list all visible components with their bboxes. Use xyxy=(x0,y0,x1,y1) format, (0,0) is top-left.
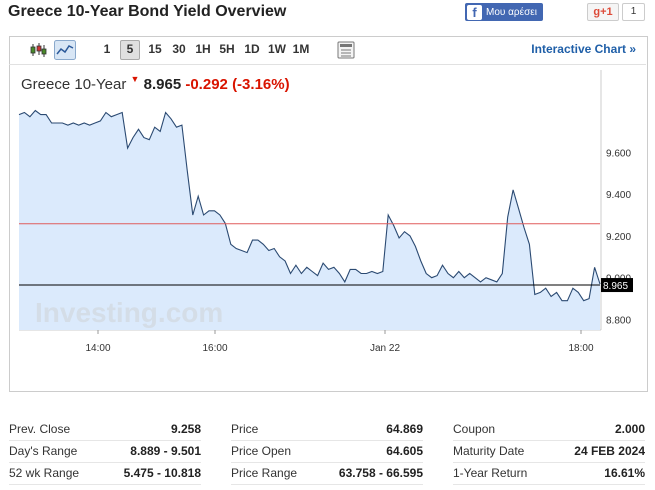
timeframe-1[interactable]: 1 xyxy=(103,42,111,56)
stat-row: Day's Range 8.889 - 9.501 xyxy=(9,440,201,463)
last-price-badge xyxy=(601,278,633,293)
last-price-badge-label: 8.965 xyxy=(603,281,628,292)
stat-value: 5.475 - 10.818 xyxy=(123,466,201,480)
stat-value: 24 FEB 2024 xyxy=(574,444,645,458)
stat-row: Price 64.869 xyxy=(231,418,423,441)
y-tick-label: 9.400 xyxy=(606,190,631,201)
stat-label: Price xyxy=(231,422,259,436)
stat-value: 8.889 - 9.501 xyxy=(130,444,201,458)
stat-row: Coupon 2.000 xyxy=(453,418,645,441)
y-tick-label: 9.600 xyxy=(606,148,631,159)
stat-label: Price Open xyxy=(231,444,292,458)
price-change: -0.292 xyxy=(185,76,228,93)
stat-value: 64.605 xyxy=(386,444,423,458)
facebook-icon: f xyxy=(467,4,482,20)
stat-row: Prev. Close 9.258 xyxy=(9,418,201,441)
timeframe-1w[interactable]: 1W xyxy=(268,42,286,56)
stat-row: Price Range 63.758 - 66.595 xyxy=(231,462,423,485)
facebook-like-button[interactable]: f Μου αρέσει xyxy=(465,3,543,21)
stat-label: Price Range xyxy=(231,466,298,480)
stat-label: Coupon xyxy=(453,422,496,436)
facebook-like-label: Μου αρέσει xyxy=(486,6,537,18)
stat-value: 63.758 - 66.595 xyxy=(338,466,423,480)
quote-summary: Greece 10-Year ▼ 8.965 -0.292 (-3.16%) xyxy=(21,74,290,93)
timeframe-30[interactable]: 30 xyxy=(172,42,186,56)
chart-toolbar: Interactive Chart » 1 5 15 30 1H 5H 1D 1W 1M xyxy=(9,36,646,65)
timeframe-15[interactable]: 15 xyxy=(148,42,162,56)
y-tick-label: 8.800 xyxy=(606,316,631,327)
y-tick-label: 9.200 xyxy=(606,232,631,243)
x-tick-label: 14:00 xyxy=(85,343,110,354)
stat-row: 1-Year Return 16.61% xyxy=(453,462,645,485)
timeframe-1m[interactable]: 1M xyxy=(292,42,310,56)
down-arrow-icon: ▼ xyxy=(130,74,140,84)
investing-watermark: Investing.com xyxy=(35,297,223,328)
google-plus-button[interactable]: g+1 xyxy=(587,3,619,21)
instrument-name: Greece 10-Year xyxy=(21,76,127,93)
x-tick-label: 18:00 xyxy=(568,343,593,354)
price-area-fill xyxy=(19,110,600,330)
candlestick-chart-icon[interactable] xyxy=(29,42,47,58)
google-plus-count: 1 xyxy=(622,3,645,21)
stat-label: Prev. Close xyxy=(9,422,71,436)
stat-label: 52 wk Range xyxy=(9,466,80,480)
stat-row: Maturity Date 24 FEB 2024 xyxy=(453,440,645,463)
stat-row: 52 wk Range 5.475 - 10.818 xyxy=(9,462,201,485)
stat-value: 9.258 xyxy=(170,422,201,436)
page-title: Greece 10-Year Bond Yield Overview xyxy=(8,3,287,20)
last-price: 8.965 xyxy=(143,76,182,93)
timeframe-1h[interactable]: 1H xyxy=(195,42,211,56)
area-chart-icon[interactable] xyxy=(54,40,76,60)
stat-row: Price Open 64.605 xyxy=(231,440,423,463)
stat-label: Day's Range xyxy=(9,444,78,458)
timeframe-5[interactable]: 5 xyxy=(120,40,140,60)
stat-value: 64.869 xyxy=(386,422,423,436)
stat-label: 1-Year Return xyxy=(453,466,528,480)
price-change-percent: (-3.16%) xyxy=(232,76,290,93)
interactive-chart-link[interactable]: Interactive Chart » xyxy=(531,42,636,56)
stat-value: 2.000 xyxy=(614,422,645,436)
x-tick-label: 16:00 xyxy=(202,343,227,354)
settings-panel-icon[interactable] xyxy=(337,41,355,59)
timeframe-5h[interactable]: 5H xyxy=(219,42,235,56)
x-tick-label: Jan 22 xyxy=(370,343,400,354)
stat-value: 16.61% xyxy=(604,466,645,480)
stat-label: Maturity Date xyxy=(453,444,525,458)
timeframe-1d[interactable]: 1D xyxy=(244,42,260,56)
price-line xyxy=(18,109,601,302)
